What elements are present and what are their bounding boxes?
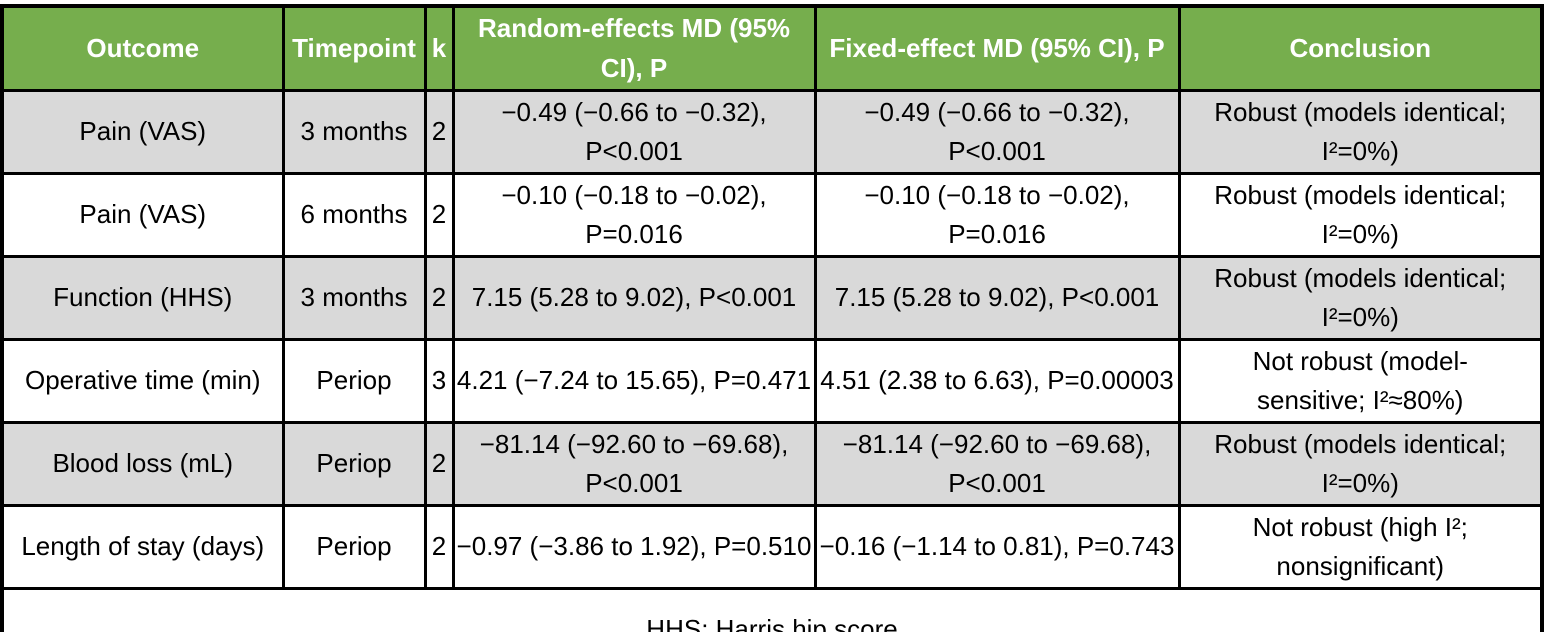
cell-random-effects: 7.15 (5.28 to 9.02), P<0.001: [451, 254, 817, 341]
cell-conclusion: Robust (models identical; I²=0%): [1177, 254, 1544, 341]
cell-random-effects: −0.10 (−0.18 to −0.02), P=0.016: [451, 171, 817, 258]
cell-k: 2: [423, 254, 455, 341]
cell-random-effects: −0.97 (−3.86 to 1.92), P=0.510: [451, 503, 817, 590]
cell-k: 2: [423, 420, 455, 507]
sensitivity-analysis-table: Outcome Timepoint k Random-effects MD (9…: [0, 4, 1544, 632]
cell-outcome: Function (HHS): [0, 254, 285, 341]
cell-random-effects: 4.21 (−7.24 to 15.65), P=0.471: [451, 337, 817, 424]
col-header-timepoint: Timepoint: [281, 4, 427, 92]
cell-outcome: Length of stay (days): [0, 503, 285, 590]
table-row-function-3m: Function (HHS) 3 months 2 7.15 (5.28 to …: [0, 254, 1544, 341]
cell-k: 2: [423, 88, 455, 175]
cell-timepoint: Periop: [281, 337, 427, 424]
cell-random-effects: −0.49 (−0.66 to −0.32), P<0.001: [451, 88, 817, 175]
cell-k: 3: [423, 337, 455, 424]
cell-fixed-effect: 4.51 (2.38 to 6.63), P=0.00003: [813, 337, 1181, 424]
cell-timepoint: 3 months: [281, 254, 427, 341]
cell-conclusion: Not robust (high I²; nonsignificant): [1177, 503, 1544, 590]
cell-random-effects: −81.14 (−92.60 to −69.68), P<0.001: [451, 420, 817, 507]
cell-timepoint: Periop: [281, 503, 427, 590]
cell-conclusion: Robust (models identical; I²=0%): [1177, 420, 1544, 507]
cell-conclusion: Not robust (model- sensitive; I²≈80%): [1177, 337, 1544, 424]
cell-fixed-effect: −0.16 (−1.14 to 0.81), P=0.743: [813, 503, 1181, 590]
table-row-pain-6m: Pain (VAS) 6 months 2 −0.10 (−0.18 to −0…: [0, 171, 1544, 258]
cell-timepoint: 3 months: [281, 88, 427, 175]
col-header-k: k: [423, 4, 455, 92]
cell-conclusion: Robust (models identical; I²=0%): [1177, 171, 1544, 258]
cell-outcome: Pain (VAS): [0, 171, 285, 258]
cell-outcome: Blood loss (mL): [0, 420, 285, 507]
cell-outcome: Pain (VAS): [0, 88, 285, 175]
cell-k: 2: [423, 503, 455, 590]
cell-fixed-effect: 7.15 (5.28 to 9.02), P<0.001: [813, 254, 1181, 341]
table-row-blood-loss: Blood loss (mL) Periop 2 −81.14 (−92.60 …: [0, 420, 1544, 507]
cell-outcome: Operative time (min): [0, 337, 285, 424]
col-header-outcome: Outcome: [0, 4, 285, 92]
cell-fixed-effect: −0.49 (−0.66 to −0.32), P<0.001: [813, 88, 1181, 175]
table-row-length-of-stay: Length of stay (days) Periop 2 −0.97 (−3…: [0, 503, 1544, 590]
table-row-operative-time: Operative time (min) Periop 3 4.21 (−7.2…: [0, 337, 1544, 424]
cell-conclusion: Robust (models identical; I²=0%): [1177, 88, 1544, 175]
cell-fixed-effect: −0.10 (−0.18 to −0.02), P=0.016: [813, 171, 1181, 258]
col-header-random-effects: Random-effects MD (95% CI), P: [451, 4, 817, 92]
col-header-fixed-effect: Fixed-effect MD (95% CI), P: [813, 4, 1181, 92]
cell-k: 2: [423, 171, 455, 258]
col-header-conclusion: Conclusion: [1177, 4, 1544, 92]
table-container: Outcome Timepoint k Random-effects MD (9…: [0, 4, 1544, 632]
footnote: HHS: Harris hip score: [0, 586, 1544, 632]
footnote-row: HHS: Harris hip score: [0, 586, 1544, 632]
cell-timepoint: 6 months: [281, 171, 427, 258]
header-row: Outcome Timepoint k Random-effects MD (9…: [0, 4, 1544, 92]
cell-timepoint: Periop: [281, 420, 427, 507]
cell-fixed-effect: −81.14 (−92.60 to −69.68), P<0.001: [813, 420, 1181, 507]
table-row-pain-3m: Pain (VAS) 3 months 2 −0.49 (−0.66 to −0…: [0, 88, 1544, 175]
